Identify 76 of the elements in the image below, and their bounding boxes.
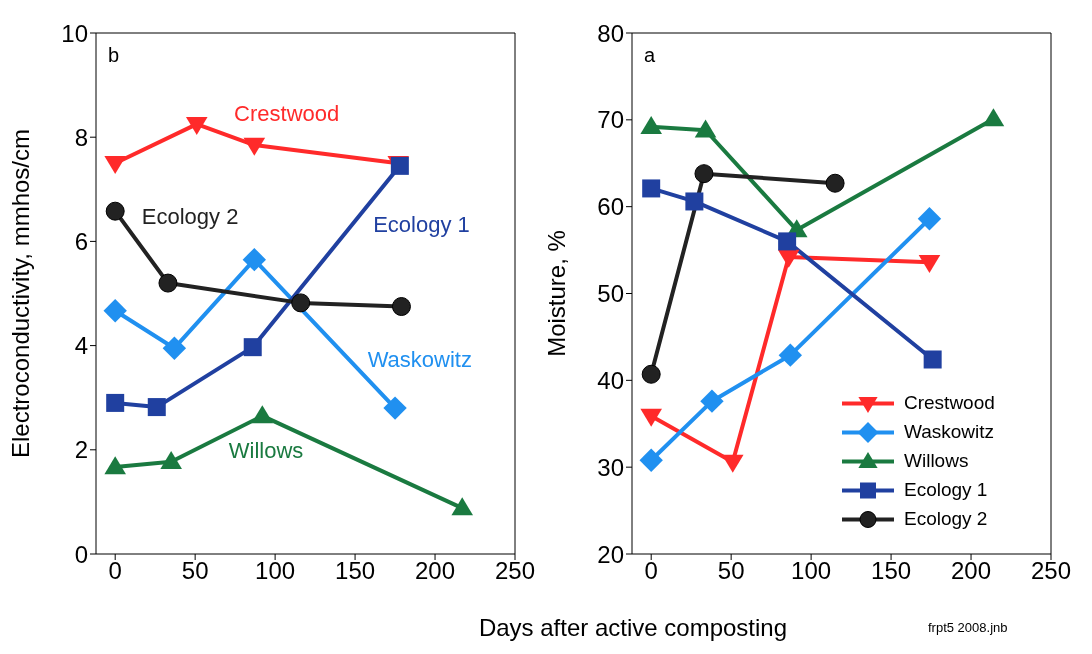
x-axis-title: Days after active composting (478, 614, 788, 641)
y-axis-title: Electroconductivity, mmhos/cm (6, 129, 34, 458)
point (641, 364, 661, 384)
series-label: Willows (228, 437, 304, 463)
legend-label: Willows (904, 449, 969, 471)
y-tick-label: 30 (597, 453, 624, 481)
point (825, 173, 845, 193)
point (982, 108, 1005, 127)
series-label: Ecology 2 (141, 204, 239, 230)
point (778, 343, 803, 367)
point (700, 389, 724, 413)
point (777, 249, 800, 268)
point (383, 396, 407, 420)
point (685, 192, 704, 211)
point (694, 164, 714, 184)
y-tick-label: 4 (74, 332, 88, 360)
text: frpt5 2008.jnb (928, 620, 1008, 635)
legend-label: Waskowitz (904, 420, 995, 442)
annotation: a (644, 44, 656, 66)
x-tick-label: 250 (1030, 557, 1072, 585)
x-tick-label: 0 (108, 557, 122, 585)
y-tick-label: 20 (597, 540, 624, 568)
legend-label: Ecology 1 (904, 478, 988, 500)
y-axis-title: Moisture, % (542, 230, 570, 357)
x-tick-label: 150 (871, 557, 912, 585)
point (639, 448, 663, 472)
point (185, 116, 208, 135)
x-tick-label: 0 (644, 557, 658, 585)
x-tick-label: 250 (494, 557, 536, 585)
point (451, 497, 474, 516)
point (721, 454, 744, 473)
point (162, 336, 187, 360)
point (251, 405, 274, 424)
y-tick-label: 80 (597, 19, 624, 47)
point (160, 450, 182, 469)
point (923, 350, 942, 369)
x-tick-label: 50 (717, 557, 745, 585)
y-tick-label: 70 (597, 106, 624, 134)
point (104, 456, 126, 475)
annotation: b (108, 44, 120, 66)
point (105, 201, 125, 221)
y-tick-label: 40 (597, 366, 624, 394)
point (147, 398, 166, 417)
x-tick-label: 100 (255, 557, 296, 585)
point (106, 393, 125, 412)
y-tick-label: 8 (74, 123, 88, 151)
y-tick-label: 0 (74, 540, 88, 568)
point (104, 156, 126, 175)
point (243, 338, 262, 357)
point (640, 408, 662, 427)
y-tick-label: 6 (74, 227, 88, 255)
y-tick-label: 2 (74, 436, 88, 464)
point (391, 297, 411, 317)
x-tick-label: 100 (791, 557, 832, 585)
point (694, 119, 717, 138)
point (103, 298, 127, 323)
point (642, 179, 661, 198)
series-label: Waskowitz (367, 346, 472, 372)
legend-label: Crestwood (904, 391, 995, 413)
point (291, 293, 311, 313)
x-tick-label: 50 (181, 557, 209, 585)
x-tick-label: 200 (951, 557, 992, 585)
series-label: Crestwood (234, 101, 340, 127)
point (778, 232, 797, 251)
point (243, 137, 266, 156)
y-tick-label: 60 (597, 193, 624, 221)
series-label: Ecology 1 (373, 212, 470, 237)
point (158, 273, 178, 293)
point (917, 207, 942, 231)
x-tick-label: 150 (335, 557, 376, 585)
point (242, 247, 267, 272)
y-tick-label: 50 (597, 280, 624, 308)
x-tick-label: 200 (415, 557, 456, 585)
point (640, 115, 662, 134)
y-tick-label: 10 (61, 19, 88, 47)
legend-label: Ecology 2 (904, 507, 988, 529)
